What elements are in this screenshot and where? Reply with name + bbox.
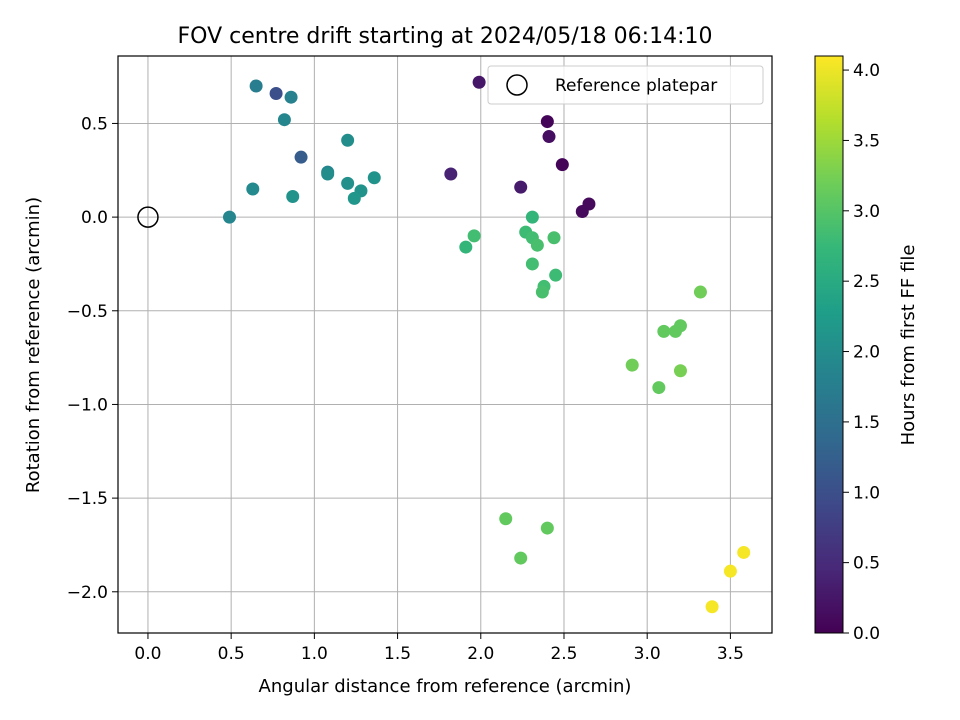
data-point [540, 521, 554, 535]
y-tick-label: −1.5 [67, 489, 108, 509]
data-point [652, 381, 666, 395]
data-point [284, 90, 298, 104]
data-point [723, 564, 737, 578]
data-point [277, 113, 291, 127]
data-point [269, 86, 283, 100]
data-point [549, 268, 563, 282]
colorbar-tick-label: 1.0 [853, 483, 880, 503]
data-point [249, 79, 263, 93]
colorbar-ticks: 0.0 0.5 1.0 1.5 2.0 2.5 3.0 3.5 4.0 [843, 61, 880, 644]
data-point [294, 150, 308, 164]
x-axis-label: Angular distance from reference (arcmin) [259, 676, 632, 697]
data-point [367, 171, 381, 185]
data-point [341, 133, 355, 147]
legend-label: Reference platepar [555, 76, 717, 96]
grid-lines [118, 56, 772, 633]
reference-marker [137, 206, 159, 228]
x-tick-label: 0.5 [218, 644, 245, 664]
colorbar-tick-label: 2.5 [853, 272, 880, 292]
data-point [673, 364, 687, 378]
colorbar: 0.0 0.5 1.0 1.5 2.0 2.5 3.0 3.5 4.0 Hours from f… [814, 55, 919, 644]
y-tick-label: −2.0 [67, 583, 108, 603]
x-tick-label: 2.0 [467, 644, 494, 664]
data-point [657, 324, 671, 338]
colorbar-tick-label: 3.0 [853, 202, 880, 222]
data-point [525, 210, 539, 224]
x-tick-label: 3.0 [634, 644, 661, 664]
reference-platepar-marker [137, 206, 159, 228]
y-tick-label: −0.5 [67, 302, 108, 322]
x-tick-label: 1.0 [301, 644, 328, 664]
y-axis-label: Rotation from reference (arcmin) [23, 197, 44, 493]
data-point [542, 130, 556, 144]
colorbar-tick-label: 4.0 [853, 61, 880, 81]
data-point [673, 319, 687, 333]
data-point [525, 257, 539, 271]
data-point [347, 191, 361, 205]
data-point [459, 240, 473, 254]
data-point [514, 551, 528, 565]
colorbar-bar [814, 55, 844, 634]
data-point [540, 115, 554, 129]
data-point [514, 180, 528, 194]
data-point [286, 190, 300, 204]
data-point [693, 285, 707, 299]
y-tick-label: 0.0 [81, 208, 108, 228]
data-point [467, 229, 481, 243]
data-point [535, 285, 549, 299]
colorbar-label: Hours from first FF file [898, 245, 919, 446]
colorbar-tick-label: 1.5 [853, 413, 880, 433]
legend-box [487, 65, 764, 105]
data-point [737, 545, 751, 559]
data-point [444, 167, 458, 181]
data-point [705, 600, 719, 614]
x-axis-ticks: 0.0 0.5 1.0 1.5 2.0 2.5 3.0 3.5 [134, 633, 744, 664]
data-point [246, 182, 260, 196]
data-point [625, 358, 639, 372]
data-point [222, 210, 236, 224]
data-point [341, 176, 355, 190]
legend-marker-open-circle [506, 74, 528, 96]
y-tick-label: 0.5 [81, 114, 108, 134]
colorbar-tick-label: 2.0 [853, 343, 880, 363]
chart-title: FOV centre drift starting at 2024/05/18 … [178, 24, 713, 49]
data-point [321, 167, 335, 181]
data-points [222, 75, 751, 614]
legend: Reference platepar [487, 65, 764, 105]
x-tick-label: 3.5 [717, 644, 744, 664]
plot-area [117, 55, 773, 634]
colorbar-tick-label: 3.5 [853, 131, 880, 151]
data-point [582, 197, 596, 211]
y-axis-ticks: 0.5 0.0 −0.5 −1.0 −1.5 −2.0 [67, 114, 118, 603]
x-tick-label: 0.0 [134, 644, 161, 664]
data-point [547, 231, 561, 245]
data-point [530, 238, 544, 252]
colorbar-tick-label: 0.5 [853, 554, 880, 574]
data-point [472, 75, 486, 89]
data-point [499, 512, 513, 526]
x-tick-label: 1.5 [384, 644, 411, 664]
y-tick-label: −1.0 [67, 395, 108, 415]
plot-frame [117, 55, 773, 634]
colorbar-tick-label: 0.0 [853, 624, 880, 644]
data-point [555, 158, 569, 172]
x-tick-label: 2.5 [550, 644, 577, 664]
